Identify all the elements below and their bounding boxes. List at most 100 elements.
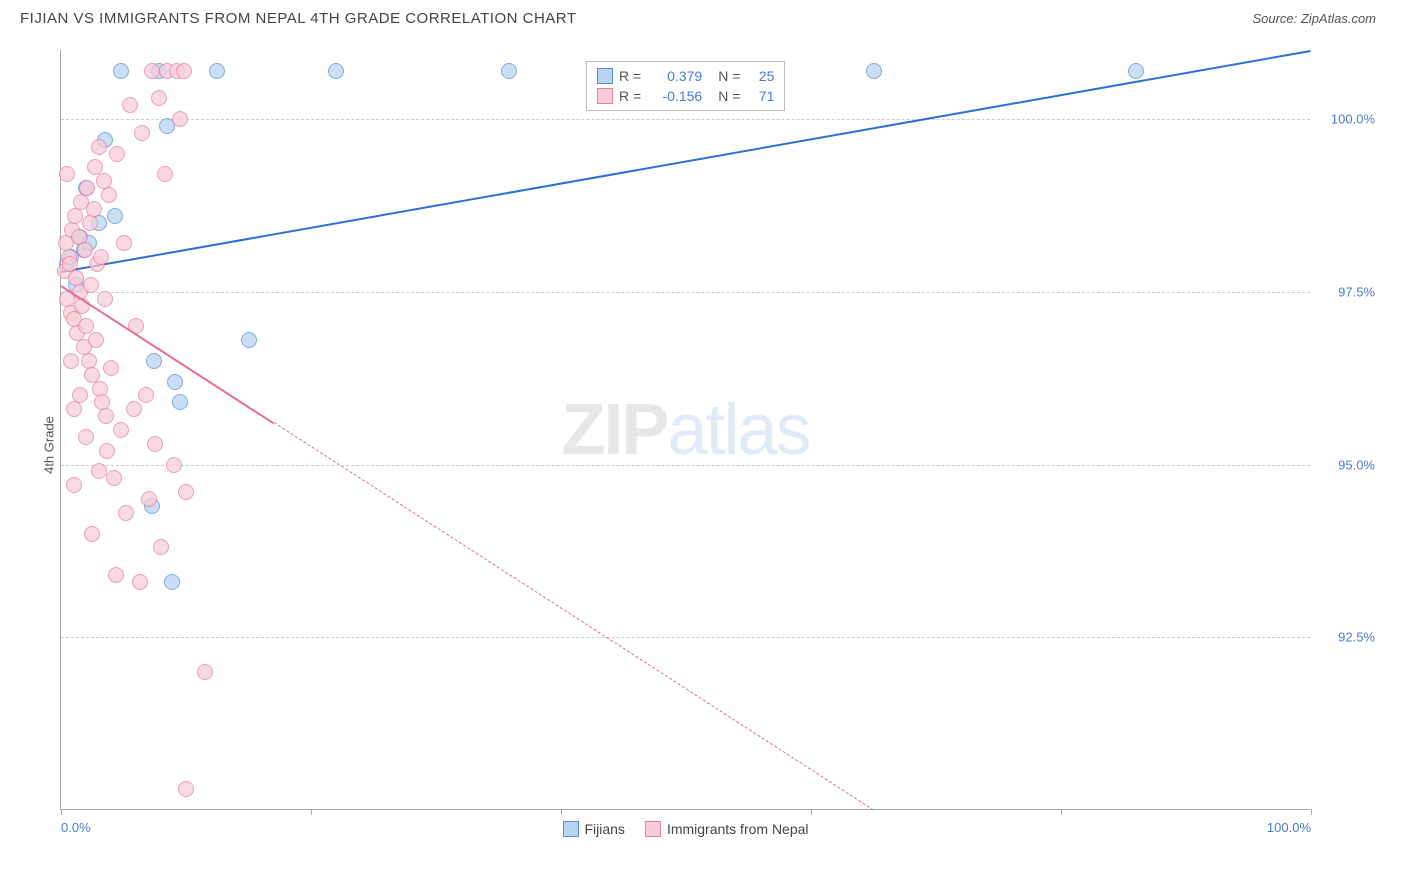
data-point bbox=[501, 63, 517, 79]
n-label: N = bbox=[718, 88, 740, 104]
x-tick-label: 0.0% bbox=[61, 820, 91, 835]
data-point bbox=[209, 63, 225, 79]
data-point bbox=[141, 491, 157, 507]
data-point bbox=[178, 781, 194, 797]
data-point bbox=[126, 401, 142, 417]
data-point bbox=[172, 394, 188, 410]
data-point bbox=[66, 401, 82, 417]
data-point bbox=[83, 277, 99, 293]
legend-swatch bbox=[562, 821, 578, 837]
data-point bbox=[138, 387, 154, 403]
data-point bbox=[59, 166, 75, 182]
data-point bbox=[99, 443, 115, 459]
x-tick-label: 100.0% bbox=[1267, 820, 1311, 835]
data-point bbox=[116, 235, 132, 251]
data-point bbox=[98, 408, 114, 424]
data-point bbox=[1128, 63, 1144, 79]
data-point bbox=[172, 111, 188, 127]
series-swatch bbox=[597, 68, 613, 84]
legend-label: Immigrants from Nepal bbox=[667, 821, 809, 837]
y-tick-label: 95.0% bbox=[1338, 457, 1375, 472]
data-point bbox=[113, 422, 129, 438]
data-point bbox=[84, 526, 100, 542]
gridline bbox=[61, 465, 1310, 466]
legend-label: Fijians bbox=[584, 821, 624, 837]
trend-line bbox=[273, 422, 874, 811]
data-point bbox=[63, 353, 79, 369]
data-point bbox=[91, 139, 107, 155]
gridline bbox=[61, 119, 1310, 120]
data-point bbox=[82, 215, 98, 231]
series-swatch bbox=[597, 88, 613, 104]
chart-container: 4th Grade ZIPatlas FijiansImmigrants fro… bbox=[50, 50, 1380, 840]
infobox-row: R = 0.379 N = 25 bbox=[597, 66, 774, 86]
infobox-row: R = -0.156 N = 71 bbox=[597, 86, 774, 106]
data-point bbox=[197, 664, 213, 680]
legend-item: Fijians bbox=[562, 821, 624, 837]
data-point bbox=[77, 242, 93, 258]
data-point bbox=[67, 208, 83, 224]
data-point bbox=[88, 332, 104, 348]
n-value: 25 bbox=[746, 68, 774, 84]
data-point bbox=[78, 429, 94, 445]
data-point bbox=[118, 505, 134, 521]
n-label: N = bbox=[718, 68, 740, 84]
legend-item: Immigrants from Nepal bbox=[645, 821, 809, 837]
plot-area: ZIPatlas FijiansImmigrants from Nepal 92… bbox=[60, 50, 1310, 810]
data-point bbox=[167, 374, 183, 390]
r-label: R = bbox=[619, 68, 641, 84]
data-point bbox=[178, 484, 194, 500]
x-tick-mark bbox=[561, 809, 562, 815]
x-tick-mark bbox=[61, 809, 62, 815]
r-value: -0.156 bbox=[647, 88, 702, 104]
data-point bbox=[241, 332, 257, 348]
data-point bbox=[153, 539, 169, 555]
legend-swatch bbox=[645, 821, 661, 837]
data-point bbox=[146, 353, 162, 369]
data-point bbox=[107, 208, 123, 224]
r-value: 0.379 bbox=[647, 68, 702, 84]
data-point bbox=[79, 180, 95, 196]
data-point bbox=[866, 63, 882, 79]
y-tick-label: 100.0% bbox=[1331, 112, 1375, 127]
data-point bbox=[86, 201, 102, 217]
data-point bbox=[328, 63, 344, 79]
y-tick-label: 97.5% bbox=[1338, 284, 1375, 299]
data-point bbox=[108, 567, 124, 583]
data-point bbox=[134, 125, 150, 141]
data-point bbox=[147, 436, 163, 452]
y-axis-label: 4th Grade bbox=[41, 416, 56, 474]
data-point bbox=[122, 97, 138, 113]
watermark-light: atlas bbox=[667, 390, 809, 470]
x-tick-mark bbox=[311, 809, 312, 815]
watermark-bold: ZIP bbox=[561, 390, 667, 470]
x-tick-mark bbox=[811, 809, 812, 815]
data-point bbox=[166, 457, 182, 473]
data-point bbox=[164, 574, 180, 590]
data-point bbox=[66, 477, 82, 493]
chart-title: FIJIAN VS IMMIGRANTS FROM NEPAL 4TH GRAD… bbox=[20, 10, 577, 27]
x-tick-mark bbox=[1061, 809, 1062, 815]
data-point bbox=[106, 470, 122, 486]
data-point bbox=[103, 360, 119, 376]
data-point bbox=[176, 63, 192, 79]
data-point bbox=[144, 63, 160, 79]
data-point bbox=[157, 166, 173, 182]
data-point bbox=[97, 291, 113, 307]
data-point bbox=[93, 249, 109, 265]
data-point bbox=[151, 90, 167, 106]
x-tick-mark bbox=[1311, 809, 1312, 815]
y-tick-label: 92.5% bbox=[1338, 630, 1375, 645]
n-value: 71 bbox=[746, 88, 774, 104]
gridline bbox=[61, 637, 1310, 638]
data-point bbox=[113, 63, 129, 79]
watermark: ZIPatlas bbox=[561, 389, 809, 471]
legend: Fijians Immigrants from Nepal bbox=[562, 821, 808, 837]
data-point bbox=[132, 574, 148, 590]
data-point bbox=[91, 463, 107, 479]
correlation-infobox: R = 0.379 N = 25 R = -0.156 N = 71 bbox=[586, 61, 785, 111]
source-label: Source: ZipAtlas.com bbox=[1252, 11, 1376, 26]
data-point bbox=[101, 187, 117, 203]
gridline bbox=[61, 292, 1310, 293]
r-label: R = bbox=[619, 88, 641, 104]
